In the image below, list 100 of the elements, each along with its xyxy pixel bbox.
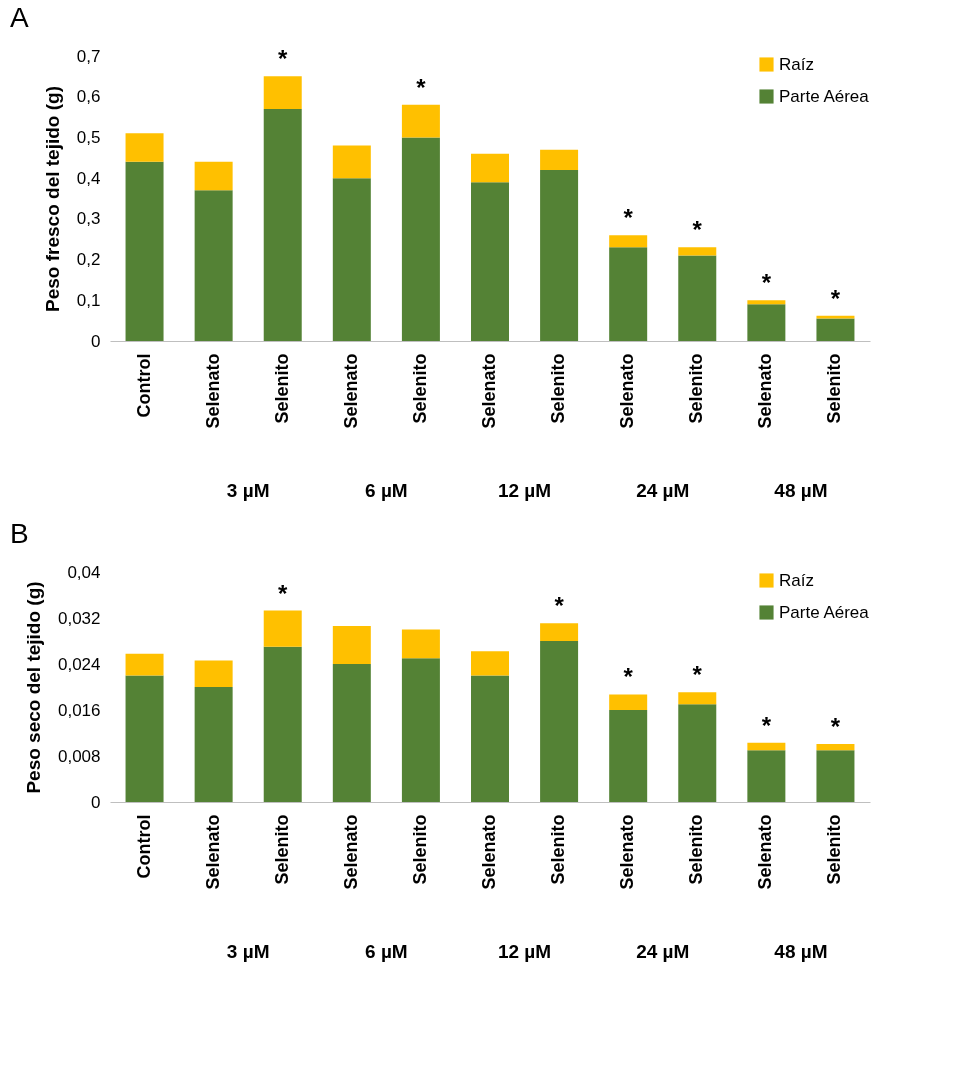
- bar: [263, 76, 302, 109]
- bar: [263, 646, 302, 802]
- bar: [401, 137, 440, 341]
- bar: [471, 153, 509, 183]
- data-label: *: [278, 579, 289, 607]
- data-label: *: [830, 284, 841, 312]
- text: 24 µM: [636, 480, 690, 501]
- x-tick-label: Selenato: [340, 814, 361, 890]
- bar: [194, 687, 233, 802]
- bar: [332, 626, 371, 664]
- bar: [332, 664, 371, 802]
- data-label: *: [623, 204, 634, 232]
- x-tick-label: Selenito: [271, 814, 292, 885]
- bar: [678, 247, 717, 256]
- y-tick-label: 0: [91, 331, 101, 351]
- y-tick-label: 0,4: [76, 168, 101, 188]
- y-tick-label: 0,1: [76, 290, 101, 310]
- bar: [401, 629, 440, 659]
- data-label: *: [761, 711, 772, 739]
- y-tick-label: 0,016: [57, 700, 101, 720]
- bar: [125, 653, 164, 676]
- x-tick-label: Selenato: [202, 353, 223, 429]
- data-label: *: [761, 269, 772, 297]
- legend-label: Parte Aérea: [779, 86, 870, 106]
- x-tick-label: Control: [133, 814, 154, 879]
- text: 12 µM: [497, 480, 552, 501]
- text: 24 µM: [636, 941, 690, 962]
- text: 48 µM: [774, 480, 828, 501]
- bar: [609, 235, 648, 248]
- y-tick-label: 0,6: [76, 87, 101, 107]
- bar: [332, 145, 371, 179]
- y-axis-title: Peso seco del tejido (g): [22, 581, 44, 794]
- bar: [332, 178, 371, 341]
- x-tick-label: Selenito: [686, 814, 707, 885]
- text: 48 µM: [774, 941, 828, 962]
- bar: [609, 710, 648, 802]
- bar: [471, 182, 509, 341]
- bar: [747, 750, 786, 802]
- y-tick-label: 0,2: [76, 250, 101, 270]
- x-tick-label: Selenato: [479, 353, 499, 429]
- bar: [609, 247, 648, 341]
- x-tick-label: Selenito: [548, 814, 569, 885]
- y-tick-label: 0: [91, 792, 101, 812]
- x-tick-label: Selenato: [479, 814, 499, 890]
- text: 6 µM: [365, 480, 408, 501]
- data-label: *: [623, 663, 634, 691]
- bar: [747, 304, 786, 341]
- data-label: *: [278, 45, 289, 73]
- bar: [540, 641, 579, 802]
- y-tick-label: 0,5: [76, 127, 101, 147]
- x-tick-label: Selenito: [409, 814, 430, 885]
- text: 3 µM: [226, 941, 270, 962]
- chart-title: B: [10, 518, 29, 549]
- x-tick-label: Selenato: [340, 353, 361, 429]
- data-label: *: [692, 661, 703, 689]
- data-label: *: [554, 592, 565, 620]
- bar: [125, 133, 164, 162]
- y-tick-label: 0,7: [76, 46, 101, 66]
- bar: [471, 651, 509, 676]
- x-tick-label: Selenato: [617, 353, 638, 429]
- bar: [816, 743, 855, 751]
- bar: [194, 161, 233, 191]
- x-tick-label: Selenito: [824, 814, 845, 885]
- x-tick-label: Selenito: [686, 353, 707, 424]
- y-tick-label: 0,3: [76, 209, 101, 229]
- bar: [816, 315, 855, 319]
- bar: [401, 104, 440, 138]
- x-tick-label: Selenato: [755, 353, 776, 429]
- bar: [263, 108, 302, 341]
- y-tick-label: 0,024: [57, 654, 101, 674]
- bar: [471, 675, 509, 802]
- bar: [125, 675, 164, 802]
- text: 12 µM: [497, 941, 552, 962]
- bar: [747, 742, 786, 751]
- chart-title: A: [10, 2, 29, 33]
- bar: [401, 658, 440, 802]
- legend-label: Raíz: [779, 54, 814, 74]
- text: 6 µM: [365, 941, 408, 962]
- y-tick-label: 0,04: [67, 562, 101, 582]
- bar: [263, 610, 302, 647]
- x-tick-label: Selenito: [409, 353, 430, 424]
- bar: [816, 318, 855, 341]
- data-label: *: [692, 216, 703, 244]
- text: 3 µM: [226, 480, 270, 501]
- x-tick-label: Selenito: [824, 353, 845, 424]
- bar: [609, 694, 648, 710]
- bar: [194, 660, 233, 687]
- bar: [678, 692, 717, 705]
- bar: [747, 300, 786, 305]
- bar: [194, 190, 233, 341]
- legend-label: Raíz: [779, 570, 814, 590]
- y-axis-title: Peso fresco del tejido (g): [41, 86, 63, 312]
- bar: [125, 161, 164, 341]
- y-tick-label: 0,032: [57, 608, 101, 628]
- x-tick-label: Selenato: [617, 814, 638, 890]
- y-tick-label: 0,008: [57, 746, 101, 766]
- data-label: *: [830, 712, 841, 740]
- x-tick-label: Selenato: [755, 814, 776, 890]
- x-tick-label: Selenito: [271, 353, 292, 424]
- legend-label: Parte Aérea: [779, 602, 870, 622]
